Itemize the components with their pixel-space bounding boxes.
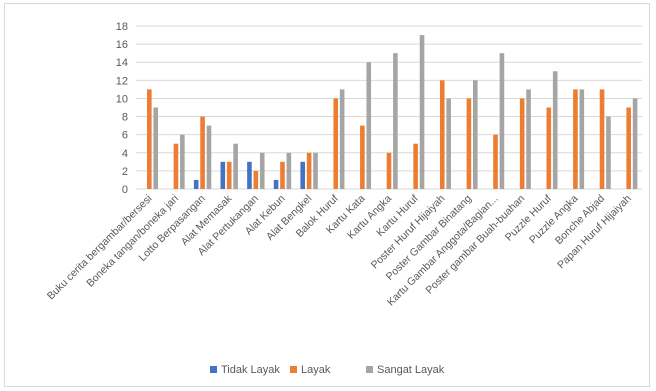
y-tick-label: 2 — [122, 166, 128, 178]
bar-layak — [573, 89, 578, 189]
legend-swatch — [210, 366, 217, 373]
bar-sangat-layak — [632, 98, 638, 189]
bar-layak — [306, 152, 312, 189]
bar-sangat-layak — [339, 89, 345, 189]
bar-sangat-layak — [180, 134, 185, 189]
x-category-label: Buku cerita bergambar/bersesi — [45, 193, 155, 303]
legend-swatch — [366, 366, 373, 373]
bar-sangat-layak — [552, 71, 558, 189]
bar-layak — [386, 152, 392, 189]
bar-layak — [333, 98, 339, 189]
bar-layak — [626, 107, 631, 189]
chart-frame — [4, 3, 650, 387]
bar-sangat-layak — [472, 80, 478, 189]
legend-label: Tidak Layak — [221, 364, 280, 376]
bar-layak — [200, 116, 205, 189]
bar-layak — [519, 98, 525, 189]
y-tick-label: 6 — [122, 130, 128, 142]
y-tick-label: 16 — [116, 39, 128, 51]
bar-layak — [439, 80, 445, 189]
legend-label: Layak — [301, 364, 331, 376]
y-axis-ticks: 0 2 4 6 8 10 12 14 16 18 — [116, 21, 128, 196]
bar-layak — [226, 161, 232, 189]
bar-layak — [360, 125, 365, 189]
y-tick-label: 14 — [116, 57, 128, 69]
bar-layak — [147, 89, 152, 189]
bar-sangat-layak — [153, 107, 159, 189]
bar-sangat-layak — [446, 98, 451, 189]
bar-sangat-layak — [526, 89, 531, 189]
bar-tidak-layak — [220, 161, 226, 189]
bar-sangat-layak — [313, 152, 318, 189]
bar-sangat-layak — [606, 116, 611, 189]
bar-sangat-layak — [579, 89, 585, 189]
legend-label: Sangat Layak — [377, 364, 445, 376]
bar-sangat-layak — [419, 35, 425, 189]
bar-layak — [253, 170, 259, 189]
bar-layak — [173, 143, 179, 189]
bar-tidak-layak — [273, 179, 279, 189]
y-tick-label: 18 — [116, 21, 128, 33]
y-tick-label: 4 — [122, 148, 128, 160]
bar-sangat-layak — [393, 53, 398, 189]
bar-sangat-layak — [286, 152, 292, 189]
bar-tidak-layak — [300, 161, 306, 189]
bar-sangat-layak — [206, 125, 212, 189]
y-tick-label: 10 — [116, 93, 128, 105]
bars — [147, 35, 638, 189]
y-tick-label: 0 — [122, 184, 128, 196]
bar-layak — [466, 98, 472, 189]
bar-layak — [280, 161, 285, 189]
gridlines — [136, 25, 642, 190]
legend-swatch — [290, 366, 297, 373]
bar-sangat-layak — [233, 143, 238, 189]
bar-sangat-layak — [366, 62, 372, 189]
bar-tidak-layak — [247, 161, 252, 189]
bar-tidak-layak — [193, 179, 199, 189]
bar-layak — [546, 107, 552, 189]
bar-layak — [599, 89, 605, 189]
y-tick-label: 8 — [122, 112, 128, 124]
bar-layak — [413, 143, 418, 189]
bar-layak — [493, 134, 498, 189]
y-tick-label: 12 — [116, 75, 128, 87]
bar-sangat-layak — [259, 152, 265, 189]
legend: Tidak Layak Layak Sangat Layak — [210, 364, 445, 376]
bar-sangat-layak — [499, 53, 505, 189]
